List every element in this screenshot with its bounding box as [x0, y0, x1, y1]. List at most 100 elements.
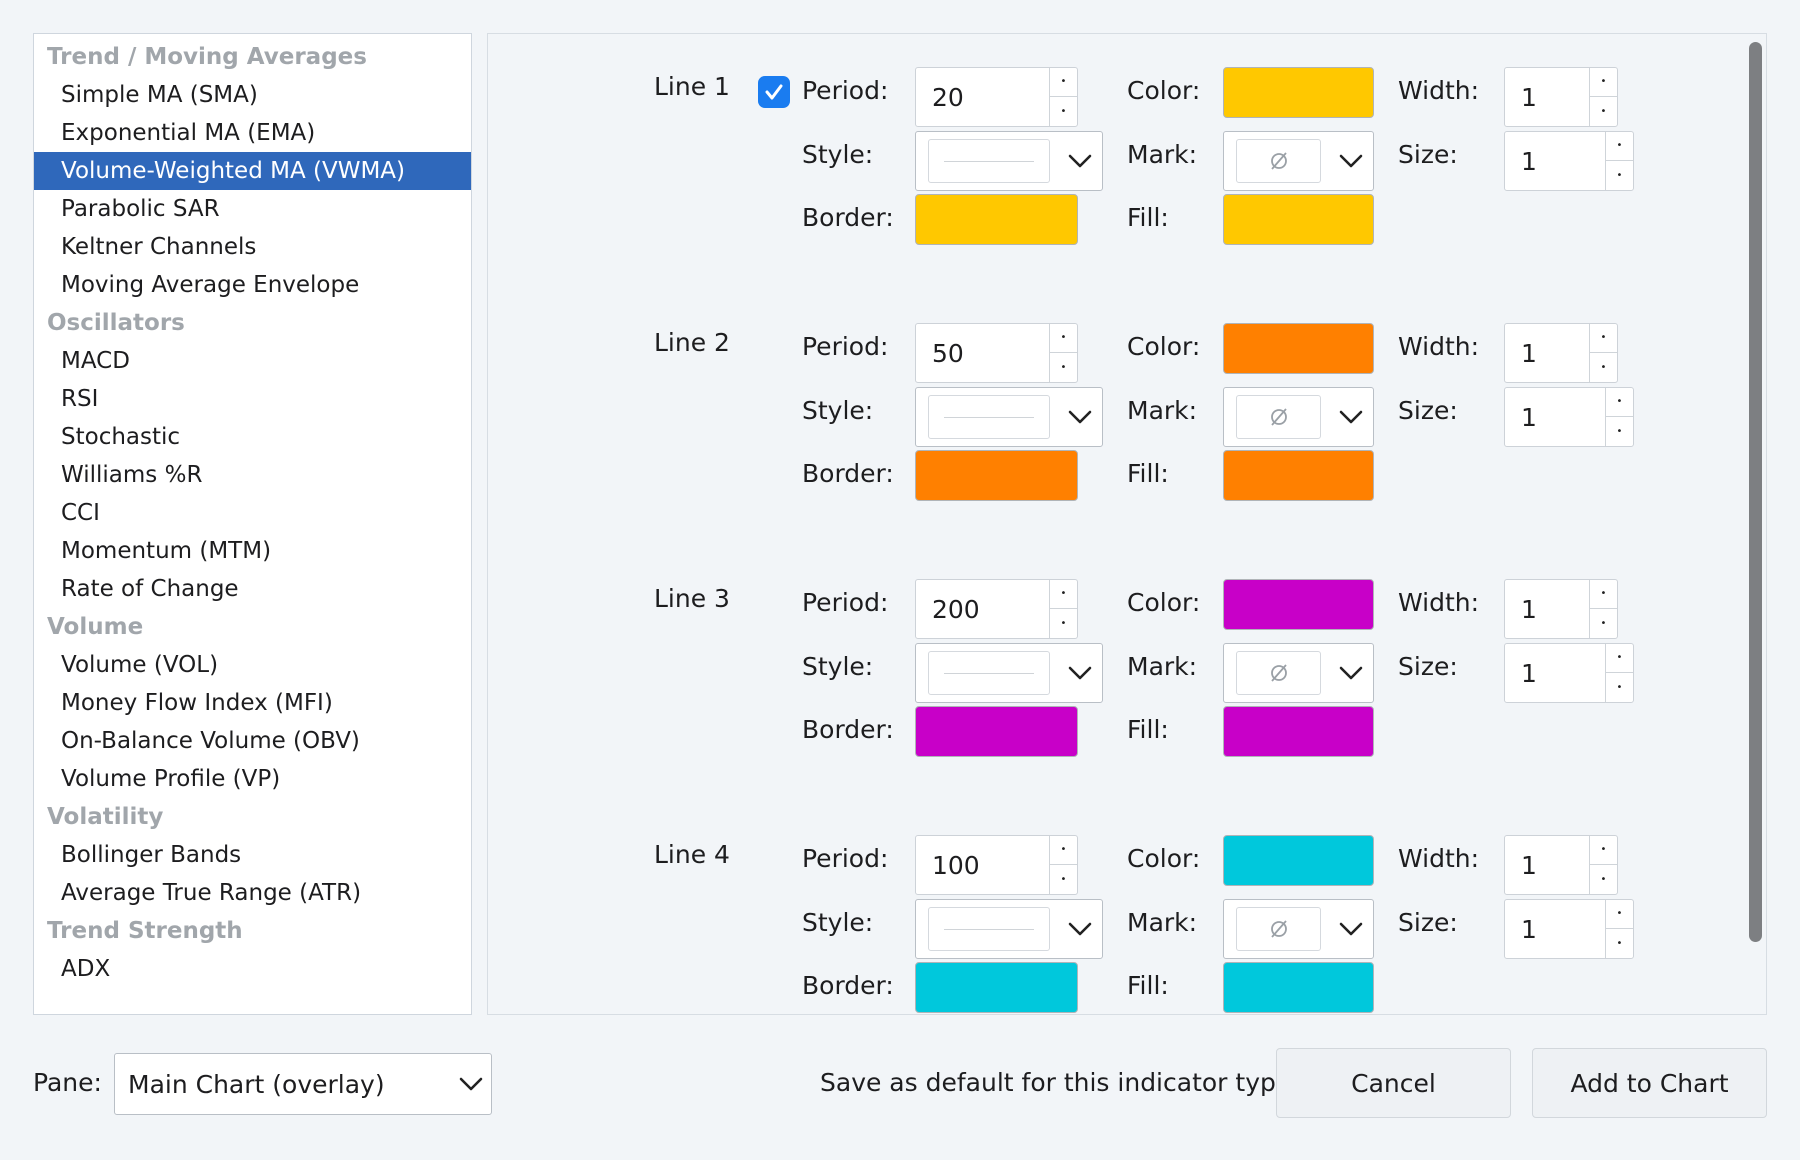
size-input[interactable]: 1 • •: [1504, 899, 1634, 959]
stepper-up-icon[interactable]: •: [1590, 836, 1617, 865]
stepper-down-icon[interactable]: •: [1060, 361, 1067, 373]
mark-select[interactable]: [1223, 643, 1374, 703]
period-label: Period:: [802, 588, 889, 617]
stepper-down-icon[interactable]: •: [1616, 169, 1623, 181]
mark-select[interactable]: [1223, 387, 1374, 447]
stepper-down-icon[interactable]: •: [1616, 681, 1623, 693]
fill-color-swatch[interactable]: [1223, 194, 1374, 245]
mark-select[interactable]: [1223, 899, 1374, 959]
border-color-swatch[interactable]: [915, 962, 1078, 1013]
stepper-down-icon[interactable]: •: [1060, 617, 1067, 629]
color-swatch[interactable]: [1223, 835, 1374, 886]
fill-color-swatch[interactable]: [1223, 706, 1374, 757]
indicator-list-item[interactable]: RSI: [61, 386, 99, 412]
stepper-up-icon[interactable]: •: [1606, 900, 1633, 929]
style-select[interactable]: [915, 643, 1103, 703]
size-label: Size:: [1398, 140, 1458, 169]
stepper-down-icon[interactable]: •: [1060, 105, 1067, 117]
indicator-list-item[interactable]: Moving Average Envelope: [61, 272, 360, 298]
cancel-button[interactable]: Cancel: [1276, 1048, 1511, 1118]
style-select[interactable]: [915, 899, 1103, 959]
stepper-arrows[interactable]: • •: [1605, 132, 1633, 190]
indicator-list-item[interactable]: Volume-Weighted MA (VWMA): [34, 152, 471, 190]
fill-color-swatch[interactable]: [1223, 962, 1374, 1013]
stepper-arrows[interactable]: • •: [1589, 324, 1617, 382]
color-swatch[interactable]: [1223, 323, 1374, 374]
stepper-down-icon[interactable]: •: [1616, 937, 1623, 949]
stepper-arrows[interactable]: • •: [1605, 388, 1633, 446]
size-input[interactable]: 1 • •: [1504, 131, 1634, 191]
stepper-down-icon[interactable]: •: [1600, 361, 1607, 373]
indicator-list-item[interactable]: Williams %R: [61, 462, 203, 488]
pane-select[interactable]: Main Chart (overlay): [114, 1053, 492, 1115]
stepper-down-icon[interactable]: •: [1600, 617, 1607, 629]
stepper-up-icon[interactable]: •: [1050, 580, 1077, 609]
stepper-down-icon[interactable]: •: [1060, 873, 1067, 885]
stepper-arrows[interactable]: • •: [1605, 900, 1633, 958]
color-swatch[interactable]: [1223, 579, 1374, 630]
size-input[interactable]: 1 • •: [1504, 387, 1634, 447]
indicator-list-item[interactable]: Parabolic SAR: [61, 196, 220, 222]
stepper-down-icon[interactable]: •: [1600, 105, 1607, 117]
stepper-arrows[interactable]: • •: [1605, 644, 1633, 702]
indicator-list-item[interactable]: Money Flow Index (MFI): [61, 690, 333, 716]
indicator-list-item[interactable]: Stochastic: [61, 424, 181, 450]
stepper-up-icon[interactable]: •: [1050, 324, 1077, 353]
enable-line-checkbox[interactable]: [758, 76, 790, 108]
border-color-swatch[interactable]: [915, 706, 1078, 757]
indicator-list-item[interactable]: Bollinger Bands: [61, 842, 242, 868]
indicator-list-item[interactable]: Momentum (MTM): [61, 538, 272, 564]
stepper-down-icon[interactable]: •: [1616, 425, 1623, 437]
indicator-list-item[interactable]: Simple MA (SMA): [61, 82, 258, 108]
stepper-up-icon[interactable]: •: [1606, 132, 1633, 161]
period-input[interactable]: 200 • •: [915, 579, 1078, 639]
indicator-list-item[interactable]: Volume Profile (VP): [61, 766, 281, 792]
stepper-arrows[interactable]: • •: [1049, 324, 1077, 382]
indicator-list-item[interactable]: CCI: [61, 500, 100, 526]
style-select[interactable]: [915, 387, 1103, 447]
fill-label: Fill:: [1127, 459, 1169, 488]
fill-color-swatch[interactable]: [1223, 450, 1374, 501]
indicator-list-item[interactable]: Average True Range (ATR): [61, 880, 362, 906]
stepper-arrows[interactable]: • •: [1589, 68, 1617, 126]
stepper-up-icon[interactable]: •: [1050, 836, 1077, 865]
stepper-up-icon[interactable]: •: [1606, 644, 1633, 673]
stepper-arrows[interactable]: • •: [1049, 68, 1077, 126]
indicator-list-item[interactable]: On-Balance Volume (OBV): [61, 728, 360, 754]
stepper-up-icon[interactable]: •: [1590, 324, 1617, 353]
period-input[interactable]: 20 • •: [915, 67, 1078, 127]
pane-select-value: Main Chart (overlay): [128, 1069, 385, 1099]
period-input[interactable]: 50 • •: [915, 323, 1078, 383]
color-swatch[interactable]: [1223, 67, 1374, 118]
width-input[interactable]: 1 • •: [1504, 323, 1618, 383]
style-select[interactable]: [915, 131, 1103, 191]
stepper-down-icon[interactable]: •: [1600, 873, 1607, 885]
border-color-swatch[interactable]: [915, 194, 1078, 245]
stepper-up-icon[interactable]: •: [1050, 68, 1077, 97]
width-input[interactable]: 1 • •: [1504, 835, 1618, 895]
border-color-swatch[interactable]: [915, 450, 1078, 501]
stepper-arrows[interactable]: • •: [1049, 836, 1077, 894]
indicator-list: Trend / Moving Averages Simple MA (SMA) Ex…: [33, 33, 472, 1015]
stepper-up-icon[interactable]: •: [1606, 388, 1633, 417]
mark-select[interactable]: [1223, 131, 1374, 191]
indicator-list-item[interactable]: Exponential MA (EMA): [61, 120, 316, 146]
indicator-list-item[interactable]: MACD: [61, 348, 130, 374]
save-default-label[interactable]: Save as default for this indicator type: [820, 1068, 1292, 1097]
stepper-up-icon[interactable]: •: [1590, 580, 1617, 609]
stepper-arrows[interactable]: • •: [1589, 836, 1617, 894]
indicator-list-item[interactable]: ADX: [61, 956, 111, 982]
indicator-list-item[interactable]: Keltner Channels: [61, 234, 257, 260]
period-input-value: 100: [932, 850, 980, 880]
width-input[interactable]: 1 • •: [1504, 579, 1618, 639]
add-to-chart-button[interactable]: Add to Chart: [1532, 1048, 1767, 1118]
scrollbar-thumb[interactable]: [1749, 42, 1762, 942]
indicator-list-item[interactable]: Rate of Change: [61, 576, 239, 602]
period-input[interactable]: 100 • •: [915, 835, 1078, 895]
stepper-up-icon[interactable]: •: [1590, 68, 1617, 97]
size-input[interactable]: 1 • •: [1504, 643, 1634, 703]
width-input[interactable]: 1 • •: [1504, 67, 1618, 127]
stepper-arrows[interactable]: • •: [1049, 580, 1077, 638]
stepper-arrows[interactable]: • •: [1589, 580, 1617, 638]
indicator-list-item[interactable]: Volume (VOL): [61, 652, 219, 678]
